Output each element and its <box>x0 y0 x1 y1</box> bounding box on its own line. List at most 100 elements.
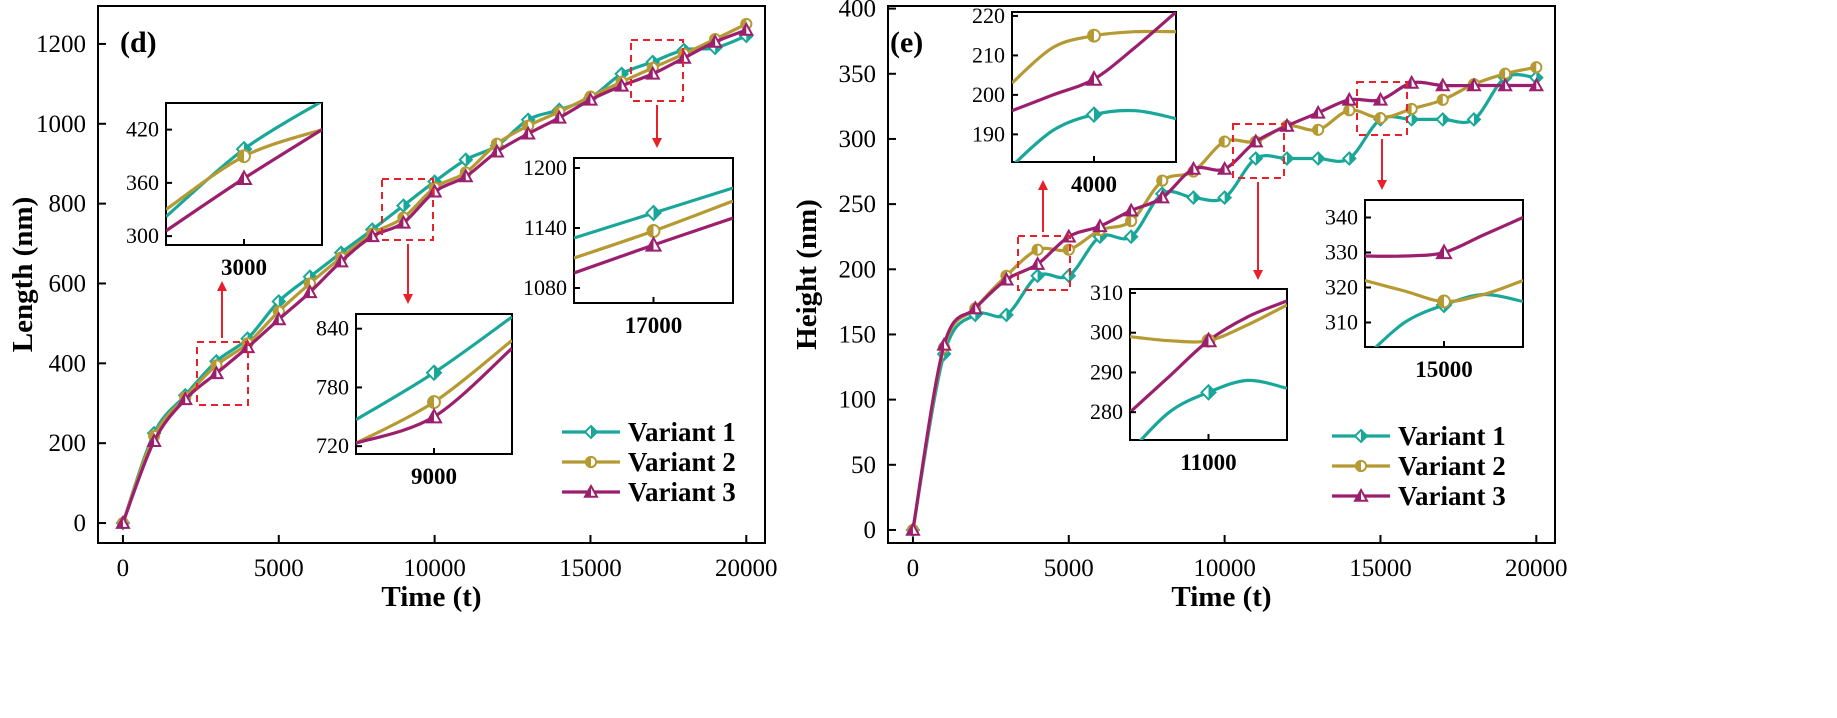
series-3-point-half <box>148 435 155 446</box>
inset-y-tick-label: 310 <box>1090 280 1123 305</box>
series-3-point-half <box>1499 79 1506 91</box>
inset-y-tick-label: 190 <box>972 121 1005 146</box>
series-3-point-half <box>303 286 310 298</box>
zoom-guide-box <box>1017 235 1071 291</box>
series-1-point-half <box>1006 308 1013 321</box>
y-tick-label: 1200 <box>36 31 86 58</box>
y-tick-label: 100 <box>839 387 877 414</box>
y-tick-label: 800 <box>49 191 87 218</box>
series-3-point-half <box>366 230 373 242</box>
series-3-point-half <box>490 145 497 157</box>
series-3-point-half <box>1125 204 1132 216</box>
plot-frame <box>97 5 766 544</box>
legend-item-1: Variant 1 <box>1332 421 1506 451</box>
series-2-point-half <box>1531 62 1537 73</box>
inset-y-tick-label: 280 <box>1090 399 1123 424</box>
legend-label: Variant 3 <box>1398 481 1506 511</box>
series-2-point-half <box>304 278 310 289</box>
inset-x-tick-label: 15000 <box>1415 357 1473 382</box>
series-3-point-half <box>459 170 466 182</box>
x-tick-label: 5000 <box>1044 555 1094 582</box>
zoom-guide-box <box>381 178 434 241</box>
x-tick-label: 20000 <box>1505 555 1568 582</box>
inset-x-tick-label: 17000 <box>625 313 683 338</box>
y-tick-label: 150 <box>839 321 877 348</box>
series-1-point-half <box>1224 191 1231 204</box>
y-tick-label: 200 <box>49 430 87 457</box>
inset-series-1-point-half <box>1094 107 1101 122</box>
inset-series-2-point-half <box>428 396 434 409</box>
x-tick-label: 5000 <box>254 555 304 582</box>
series-2-point-half <box>1437 94 1443 105</box>
inset-y-tick-label: 320 <box>1325 275 1358 300</box>
inset-x-tick-label: 4000 <box>1071 172 1117 197</box>
inset-series-2-point-half <box>1438 295 1444 308</box>
legend-swatch-marker-half <box>1361 430 1367 442</box>
legend-label: Variant 1 <box>1398 421 1506 451</box>
zoom-guide-box <box>1232 123 1285 179</box>
x-tick-label: 20000 <box>715 555 778 582</box>
y-axis-title: Length (nm) <box>7 197 39 352</box>
inset-frame <box>1364 199 1524 348</box>
series-2-point-half <box>1032 244 1038 255</box>
legend-swatch-marker-half <box>1355 460 1361 472</box>
series-2-point-half <box>1157 175 1163 186</box>
series-3-point-half <box>709 35 716 47</box>
inset-x-tick-label: 3000 <box>221 255 267 280</box>
zoom-guide-box <box>630 39 684 102</box>
inset-y-tick-label: 420 <box>126 117 159 142</box>
series-2-point-half <box>1063 244 1069 255</box>
y-tick-label: 300 <box>839 126 877 153</box>
series-1-point-half <box>1411 113 1418 126</box>
series-3-point-half <box>1062 230 1069 242</box>
inset-series-3-point-half <box>1201 333 1209 347</box>
x-tick-label: 15000 <box>1349 555 1412 582</box>
series-3-point-half <box>397 216 404 228</box>
series-2-line <box>911 65 1537 531</box>
plot-frame <box>887 5 1556 544</box>
zoom-guide-box <box>1356 81 1408 136</box>
series-3-point-half <box>522 127 529 139</box>
inset-2: 280 290 300 310 11000 <box>1090 123 1288 475</box>
series-2-point-half <box>1344 105 1350 116</box>
series-3-point-half <box>1031 258 1038 269</box>
series-2-point-half <box>1219 136 1225 147</box>
series-3-point-half <box>969 302 976 314</box>
y-tick-label: 1000 <box>36 111 86 138</box>
series-2-point-half <box>1375 112 1381 124</box>
y-tick-label: 400 <box>839 0 877 23</box>
series-3-point-half <box>1218 162 1225 174</box>
inset-x-tick-label: 11000 <box>1180 450 1236 475</box>
y-tick-label: 250 <box>839 191 877 218</box>
inset-series-2-point-half <box>238 150 244 163</box>
series-3-point-half <box>210 367 217 379</box>
legend-item-3: Variant 3 <box>1332 481 1506 511</box>
series-3-point-half <box>1156 191 1163 203</box>
series-1-point-half <box>465 153 472 166</box>
inset-series-2-point-half <box>1088 29 1094 42</box>
series-3-point-half <box>938 338 945 350</box>
inset-y-tick-label: 290 <box>1090 359 1123 384</box>
series-3-point-half <box>179 393 186 405</box>
legend-item-3: Variant 3 <box>562 477 736 507</box>
series-3-point-half <box>1436 79 1443 91</box>
y-tick-label: 350 <box>839 61 877 88</box>
legend-swatch-marker-half <box>1355 490 1361 501</box>
legend-item-2: Variant 2 <box>562 447 736 477</box>
inset-series-1-point-half <box>434 365 441 380</box>
inset-series-3-point-half <box>237 171 244 185</box>
series-3-point-half <box>615 79 622 91</box>
y-tick-label: 0 <box>864 517 877 544</box>
legend-item-1: Variant 1 <box>562 417 736 447</box>
y-tick-label: 50 <box>851 452 876 479</box>
series-3-point-half <box>1000 273 1007 285</box>
inset-y-tick-label: 200 <box>972 82 1005 107</box>
y-tick-label: 600 <box>49 270 87 297</box>
series-1-point-half <box>1473 113 1480 126</box>
series-3-point-half <box>1530 79 1537 91</box>
inset-y-tick-label: 1140 <box>524 215 567 240</box>
x-axis-title: Time (t) <box>381 581 481 613</box>
inset-series-2-point-half <box>647 225 654 237</box>
inset-1: 300 360 420 3000 <box>126 102 323 406</box>
